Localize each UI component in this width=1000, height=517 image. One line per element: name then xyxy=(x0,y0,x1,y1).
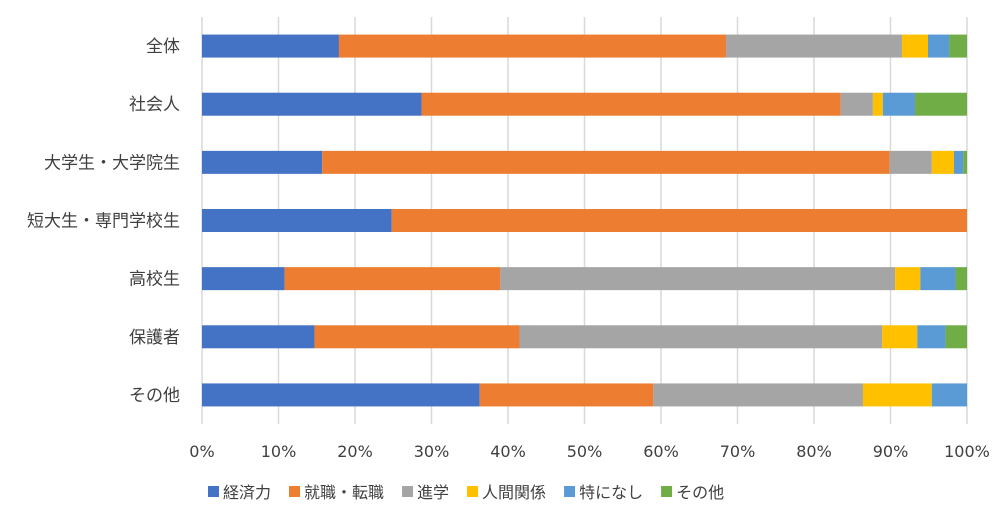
legend-swatch xyxy=(661,486,673,497)
legend: 経済力 就職・転職 進学 人間関係 特になし その他 xyxy=(208,483,724,502)
bar-segment-3 xyxy=(519,325,883,349)
category-label: 全体 xyxy=(146,37,180,57)
category-label: 社会人 xyxy=(129,95,180,115)
x-tick-label: 20% xyxy=(337,442,373,461)
bar-segment-2 xyxy=(284,267,501,291)
legend-label: 人間関係 xyxy=(482,483,546,502)
bar-segment-6 xyxy=(945,325,967,349)
x-tick-label: 50% xyxy=(567,442,603,461)
bar-segment-6 xyxy=(963,150,967,174)
legend-label: 就職・転職 xyxy=(304,483,384,502)
legend-label: 経済力 xyxy=(223,483,271,502)
bar-segment-3 xyxy=(726,34,902,58)
bar-segment-4 xyxy=(862,383,932,407)
legend-swatch xyxy=(402,486,414,497)
bar-segment-5 xyxy=(917,325,946,349)
bar-segment-6 xyxy=(914,92,967,116)
legend-label: その他 xyxy=(676,483,724,502)
x-tick-label: 10% xyxy=(261,442,297,461)
bar-segment-3 xyxy=(653,383,863,407)
x-tick-label: 70% xyxy=(720,442,756,461)
bar-segment-5 xyxy=(920,267,956,291)
bar-segment-4 xyxy=(895,267,921,291)
bar-segment-1 xyxy=(202,267,285,291)
bar-segment-6 xyxy=(955,267,967,291)
bar-segment-1 xyxy=(202,34,339,58)
bars xyxy=(202,34,968,407)
bar-segment-5 xyxy=(953,150,964,174)
bar-segment-3 xyxy=(889,150,932,174)
bar-segment-2 xyxy=(479,383,654,407)
x-tick-label: 100% xyxy=(944,442,990,461)
bar-segment-4 xyxy=(931,150,954,174)
bar-segment-5 xyxy=(882,92,915,116)
bar-segment-1 xyxy=(202,150,323,174)
legend-label: 特になし xyxy=(579,483,643,502)
category-label: 大学生・大学院生 xyxy=(44,153,180,173)
x-tick-label: 80% xyxy=(796,442,832,461)
bar-segment-2 xyxy=(338,34,727,58)
bar-segment-5 xyxy=(931,383,967,407)
legend-swatch xyxy=(467,486,479,497)
bar-segment-1 xyxy=(202,383,480,407)
bar-segment-2 xyxy=(421,92,841,116)
bar-segment-3 xyxy=(500,267,896,291)
x-tick-label: 60% xyxy=(643,442,679,461)
x-tick-label: 40% xyxy=(490,442,526,461)
legend-swatch xyxy=(564,486,576,497)
category-label: 高校生 xyxy=(129,270,180,290)
bar-segment-2 xyxy=(314,325,520,349)
bar-segment-1 xyxy=(202,209,392,232)
bar-segment-5 xyxy=(927,34,950,58)
x-tick-label: 90% xyxy=(873,442,909,461)
legend-swatch xyxy=(208,486,219,497)
bar-segment-1 xyxy=(202,325,315,349)
bar-segment-6 xyxy=(949,34,967,58)
bar-segment-4 xyxy=(882,325,918,349)
x-tick-label: 0% xyxy=(189,442,214,461)
legend-swatch xyxy=(289,486,301,497)
bar-segment-2 xyxy=(391,209,968,232)
bar-segment-3 xyxy=(840,92,873,116)
legend-label: 進学 xyxy=(417,483,449,502)
category-label: 短大生・専門学校生 xyxy=(27,212,180,232)
bar-segment-1 xyxy=(202,92,422,116)
category-label: その他 xyxy=(129,386,180,406)
bar-segment-4 xyxy=(872,92,883,116)
x-tick-label: 30% xyxy=(414,442,450,461)
bar-segment-2 xyxy=(322,150,890,174)
x-tick-labels: 0% 10% 20% 30% 40% 50% 60% 70% 80% 90% 100% xyxy=(189,442,990,461)
category-label: 保護者 xyxy=(129,328,180,348)
bar-segment-4 xyxy=(901,34,928,58)
